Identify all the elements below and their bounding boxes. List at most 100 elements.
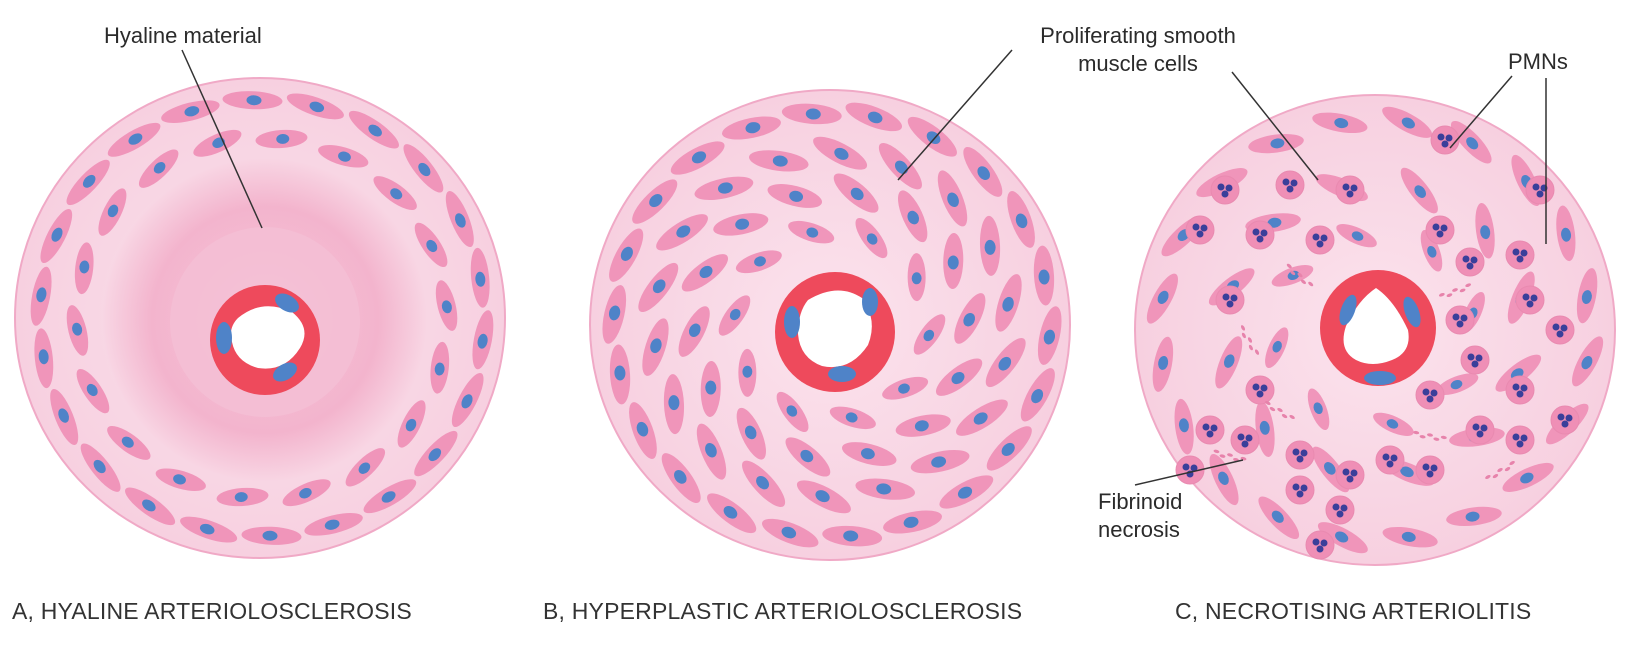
pmn-lobe xyxy=(1561,420,1569,428)
pmn-lobe xyxy=(1476,430,1484,438)
pmn-lobe xyxy=(1237,433,1245,441)
smooth-muscle-cell xyxy=(1420,229,1443,272)
pmn-lobe xyxy=(1536,190,1544,198)
nucleus xyxy=(998,356,1012,371)
nucleus xyxy=(368,124,382,137)
nucleus xyxy=(212,137,225,149)
pmn-lobe xyxy=(1292,448,1300,456)
pmn-lobe xyxy=(1437,133,1445,141)
panel-c-pmn-cells xyxy=(1175,125,1580,560)
fibrinoid-deposit xyxy=(1438,283,1472,298)
pmn-lobe xyxy=(1312,538,1320,546)
pmn-lobe xyxy=(1422,463,1430,471)
pmn-lobe xyxy=(1430,464,1438,472)
nucleus xyxy=(800,449,814,463)
nucleus xyxy=(815,490,830,503)
nucleus xyxy=(390,188,403,200)
nucleus xyxy=(744,425,757,440)
smooth-muscle-cell xyxy=(1146,273,1178,324)
nucleus xyxy=(1450,379,1463,390)
nucleus xyxy=(1031,389,1044,404)
pmn-cell xyxy=(1285,440,1315,470)
smooth-muscle-cell xyxy=(700,360,721,417)
smooth-muscle-cell xyxy=(282,479,331,507)
nucleus xyxy=(652,279,666,294)
pmn-lobe xyxy=(1436,230,1444,238)
pmn-lobe xyxy=(1312,233,1320,241)
pmn-cell xyxy=(1415,455,1445,485)
smooth-muscle-cell xyxy=(943,233,964,290)
nucleus xyxy=(1581,290,1592,304)
pmn-cell xyxy=(1505,425,1535,455)
nucleus xyxy=(650,338,662,354)
smooth-muscle-cell xyxy=(609,228,644,282)
smooth-muscle-cell xyxy=(979,215,1001,276)
smooth-muscle-cell xyxy=(735,250,782,274)
smooth-muscle-cell xyxy=(1572,336,1604,387)
smooth-muscle-cell xyxy=(742,460,786,507)
pmn-lobe xyxy=(1190,464,1198,472)
pmn-lobe xyxy=(1256,235,1264,243)
nucleus xyxy=(789,190,804,202)
proliferating-cells-leader-line-c xyxy=(1231,71,1319,181)
label-necrosis: necrosis xyxy=(1098,517,1180,542)
smooth-muscle-cell xyxy=(678,306,710,357)
pmn-lobe xyxy=(1432,223,1440,231)
nucleus xyxy=(947,192,959,208)
smooth-muscle-cell xyxy=(935,358,983,396)
pmn-cell xyxy=(1545,315,1575,345)
smooth-muscle-cell xyxy=(1258,496,1300,540)
pmn-lobe xyxy=(1516,440,1524,448)
panel-b-lumen xyxy=(798,290,872,368)
smooth-muscle-cell xyxy=(98,188,127,236)
pmn-lobe xyxy=(1560,324,1568,332)
nucleus xyxy=(1334,118,1349,129)
smooth-muscle-cell xyxy=(738,348,757,397)
nucleus xyxy=(614,365,626,381)
pmn-lobe xyxy=(1565,414,1573,422)
nucleus xyxy=(58,408,70,423)
nucleus xyxy=(866,233,878,245)
fibrinoid-deposit xyxy=(1485,460,1515,480)
nucleus xyxy=(843,530,859,542)
pmn-lobe xyxy=(1475,354,1483,362)
panel-b-endothelial-nucleus xyxy=(862,288,878,316)
pmn-lobe xyxy=(1300,449,1308,457)
smooth-muscle-cell xyxy=(241,526,302,545)
smooth-muscle-cell xyxy=(1033,245,1055,306)
smooth-muscle-cell xyxy=(1307,388,1330,431)
nucleus xyxy=(72,322,83,336)
pmn-cell xyxy=(1455,247,1485,277)
nucleus xyxy=(984,239,996,255)
nucleus xyxy=(262,530,278,541)
smooth-muscle-cell xyxy=(696,423,727,480)
nucleus xyxy=(1465,511,1480,522)
nucleus xyxy=(309,101,325,113)
smooth-muscle-cell xyxy=(1373,412,1414,436)
pmn-lobe xyxy=(1256,390,1264,398)
smooth-muscle-cell xyxy=(713,213,769,236)
smooth-muscle-cell xyxy=(76,368,110,414)
pmn-lobe xyxy=(1252,383,1260,391)
pmn-cell xyxy=(1245,220,1275,250)
nucleus xyxy=(914,420,929,432)
nucleus xyxy=(898,383,910,394)
pmn-lobe xyxy=(1340,504,1348,512)
pmn-lobe xyxy=(1221,190,1229,198)
smooth-muscle-cell xyxy=(1502,462,1554,492)
smooth-muscle-cell xyxy=(107,122,161,157)
nucleus xyxy=(276,133,290,144)
nucleus xyxy=(1001,442,1015,456)
nucleus xyxy=(184,106,200,117)
smooth-muscle-cell xyxy=(629,402,657,459)
pmn-lobe xyxy=(1386,460,1394,468)
pmn-lobe xyxy=(1346,190,1354,198)
proliferating-cells-leader-line xyxy=(897,49,1013,181)
pmn-lobe xyxy=(1530,294,1538,302)
nucleus xyxy=(756,476,770,490)
pmn-lobe xyxy=(1260,229,1268,237)
nucleus xyxy=(358,462,371,474)
pmn-lobe xyxy=(1390,454,1398,462)
